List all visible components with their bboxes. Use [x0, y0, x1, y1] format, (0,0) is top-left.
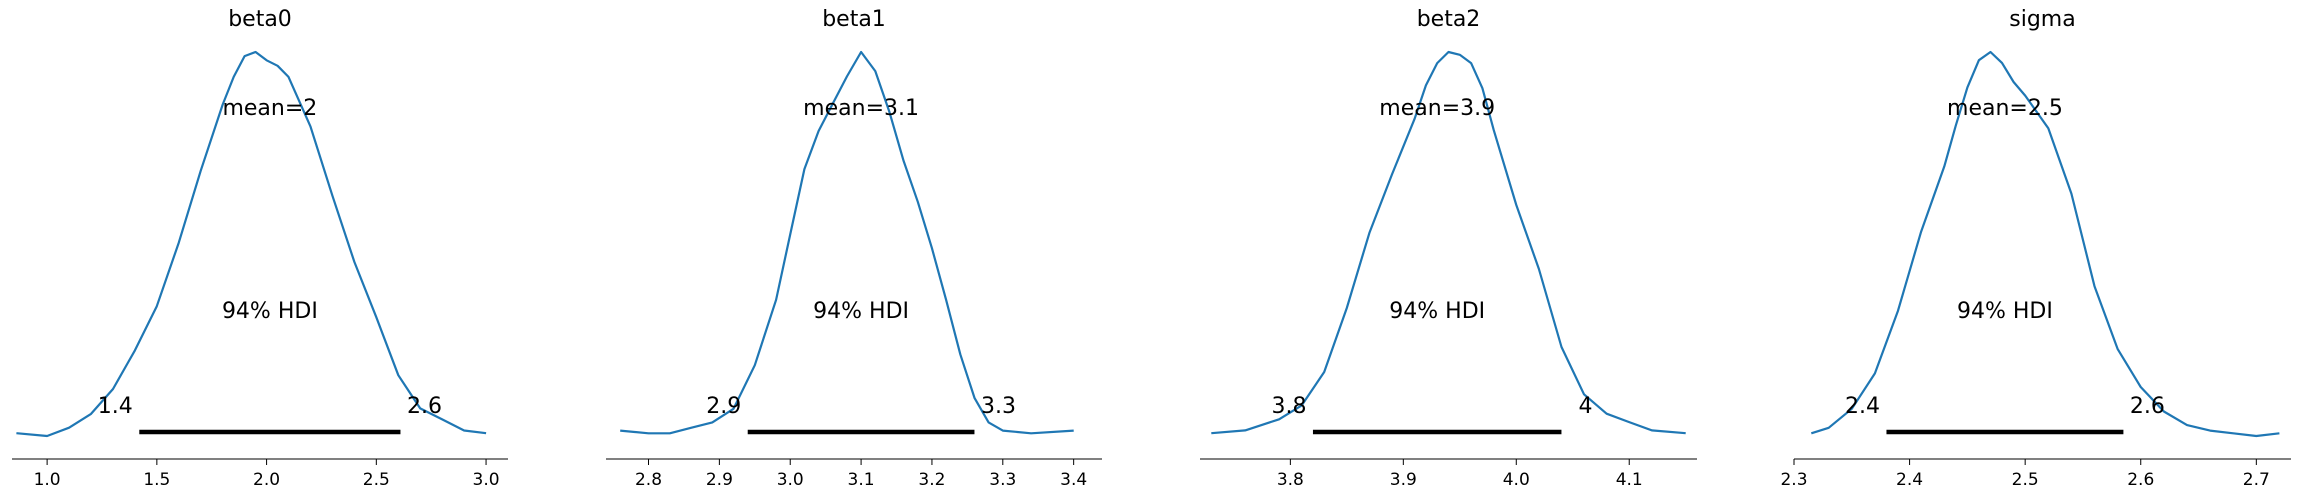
x-tick-label: 3.8	[1277, 470, 1304, 490]
x-tick-label: 2.7	[2243, 470, 2270, 490]
mean-label: mean=3.1	[803, 96, 919, 121]
x-tick-label: 4.1	[1616, 470, 1643, 490]
x-tick-label: 3.4	[1060, 470, 1087, 490]
x-tick-label: 3.2	[918, 470, 945, 490]
x-tick-label: 4.0	[1503, 470, 1530, 490]
x-tick-label: 2.0	[253, 470, 280, 490]
hdi-high-label: 3.3	[981, 394, 1016, 419]
x-tick-label: 3.0	[777, 470, 804, 490]
mean-label: mean=2	[222, 96, 317, 121]
panel-beta2: 3.8 3.9 4.0 4.1 beta2 mean=3.9 94% HDI 3.8 4	[1200, 7, 1697, 490]
hdi-label: 94% HDI	[1389, 299, 1485, 324]
hdi-high-label: 2.6	[407, 394, 442, 419]
mean-label: mean=3.9	[1379, 96, 1495, 121]
density-curve	[16, 50, 487, 438]
density-curve	[620, 50, 1074, 435]
hdi-low-label: 3.8	[1271, 394, 1306, 419]
hdi-low-label: 2.4	[1845, 394, 1880, 419]
x-tick-label: 3.1	[848, 470, 875, 490]
x-tick-label: 1.5	[143, 470, 170, 490]
x-tick-label: 3.9	[1390, 470, 1417, 490]
x-tick-label: 2.4	[1896, 470, 1923, 490]
panel-beta0: 1.0 1.5 2.0 2.5 3.0 beta0 mean=2 94% HDI 1.4 2.6	[12, 7, 508, 490]
x-tick-label: 2.5	[363, 470, 390, 490]
panel-title: beta2	[1417, 7, 1481, 32]
density-curve	[1810, 50, 2280, 438]
x-tick-label: 3.0	[473, 470, 500, 490]
panel-title: beta0	[228, 7, 292, 32]
hdi-label: 94% HDI	[1957, 299, 2053, 324]
x-tick-label: 3.3	[989, 470, 1016, 490]
density-curve	[1211, 50, 1686, 435]
hdi-high-label: 2.6	[2130, 394, 2165, 419]
panel-title: sigma	[2009, 7, 2075, 32]
panel-title: beta1	[822, 7, 886, 32]
hdi-label: 94% HDI	[222, 299, 318, 324]
hdi-high-label: 4	[1578, 394, 1592, 419]
panel-beta1: 2.8 2.9 3.0 3.1 3.2 3.3 3.4 beta1 mean=3.1 94% HD…	[606, 7, 1102, 490]
x-tick-label: 2.6	[2127, 470, 2154, 490]
hdi-low-label: 1.4	[98, 394, 133, 419]
x-tick-label: 1.0	[34, 470, 61, 490]
hdi-low-label: 2.9	[706, 394, 741, 419]
hdi-label: 94% HDI	[813, 299, 909, 324]
panel-sigma: 2.3 2.4 2.5 2.6 2.7 sigma mean=2.5 94% HDI 2.4 2.…	[1780, 7, 2291, 490]
x-tick-label: 2.3	[1780, 470, 1807, 490]
mean-label: mean=2.5	[1947, 96, 2063, 121]
x-tick-label: 2.9	[706, 470, 733, 490]
x-tick-label: 2.5	[2012, 470, 2039, 490]
x-tick-label: 2.8	[635, 470, 662, 490]
